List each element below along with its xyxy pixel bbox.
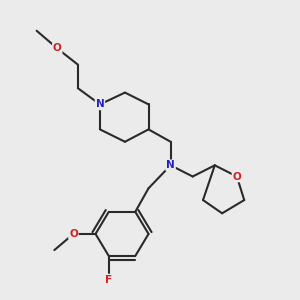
Text: N: N bbox=[166, 160, 175, 170]
Text: O: O bbox=[232, 172, 241, 182]
Text: O: O bbox=[69, 229, 78, 239]
Text: N: N bbox=[96, 99, 104, 110]
Text: O: O bbox=[53, 44, 62, 53]
Text: F: F bbox=[105, 274, 112, 285]
